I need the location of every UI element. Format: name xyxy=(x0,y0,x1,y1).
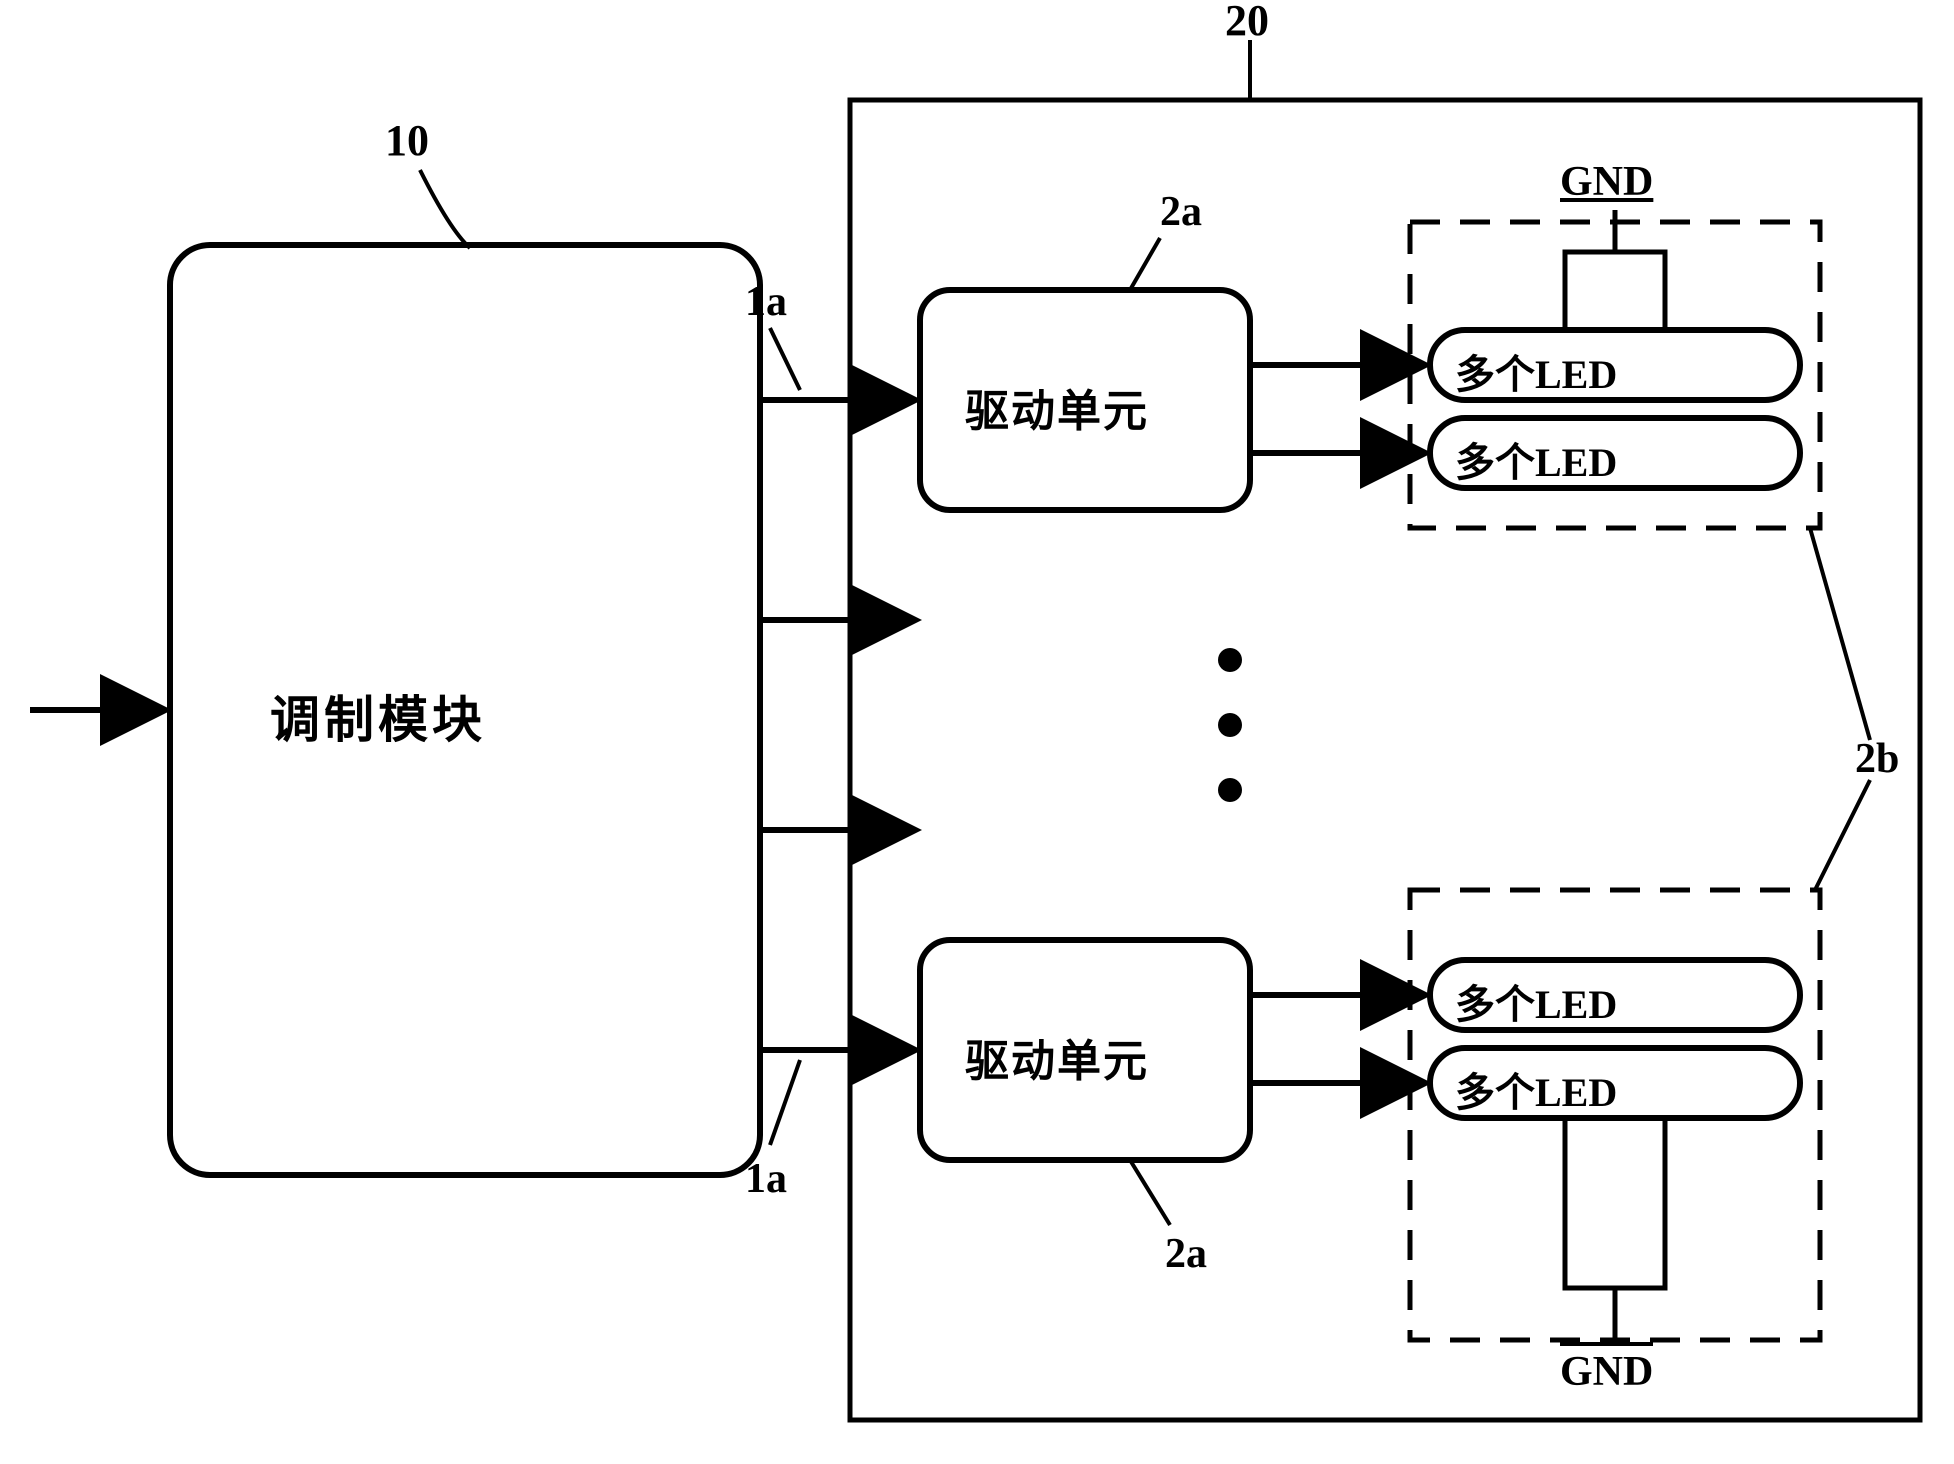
ellipsis-dot-2 xyxy=(1218,713,1242,737)
label-2b-leader-top xyxy=(1810,528,1870,740)
label-2b-leader-bottom xyxy=(1815,780,1870,890)
gnd-bottom-rect xyxy=(1565,1118,1665,1288)
label-10-leader xyxy=(420,170,470,248)
led-text-top-1: 多个LED xyxy=(1455,342,1617,400)
label-10: 10 xyxy=(385,115,429,166)
modulation-module-text: 调制模块 xyxy=(270,680,486,752)
ellipsis-dot-1 xyxy=(1218,648,1242,672)
label-2a-top: 2a xyxy=(1160,188,1202,236)
driver-unit-bottom-text: 驱动单元 xyxy=(965,1025,1149,1089)
gnd-top-text: GND xyxy=(1560,158,1653,206)
gnd-bottom-text: GND xyxy=(1560,1342,1653,1396)
ellipsis-dot-3 xyxy=(1218,778,1242,802)
label-2b: 2b xyxy=(1855,735,1899,783)
driver-unit-top-text: 驱动单元 xyxy=(965,375,1149,439)
label-20: 20 xyxy=(1225,0,1269,46)
label-2a-bottom-leader xyxy=(1130,1160,1170,1225)
gnd-top-rect xyxy=(1565,252,1665,330)
led-text-bottom-1: 多个LED xyxy=(1455,972,1617,1030)
label-1a-top-leader xyxy=(770,328,800,390)
label-2a-top-leader xyxy=(1130,238,1160,290)
label-2a-bottom: 2a xyxy=(1165,1230,1207,1278)
led-text-bottom-2: 多个LED xyxy=(1455,1060,1617,1118)
label-1a-top: 1a xyxy=(745,278,787,326)
led-text-top-2: 多个LED xyxy=(1455,430,1617,488)
label-1a-bottom: 1a xyxy=(745,1155,787,1203)
label-1a-bottom-leader xyxy=(770,1060,800,1145)
lamp-module-box xyxy=(850,100,1920,1420)
